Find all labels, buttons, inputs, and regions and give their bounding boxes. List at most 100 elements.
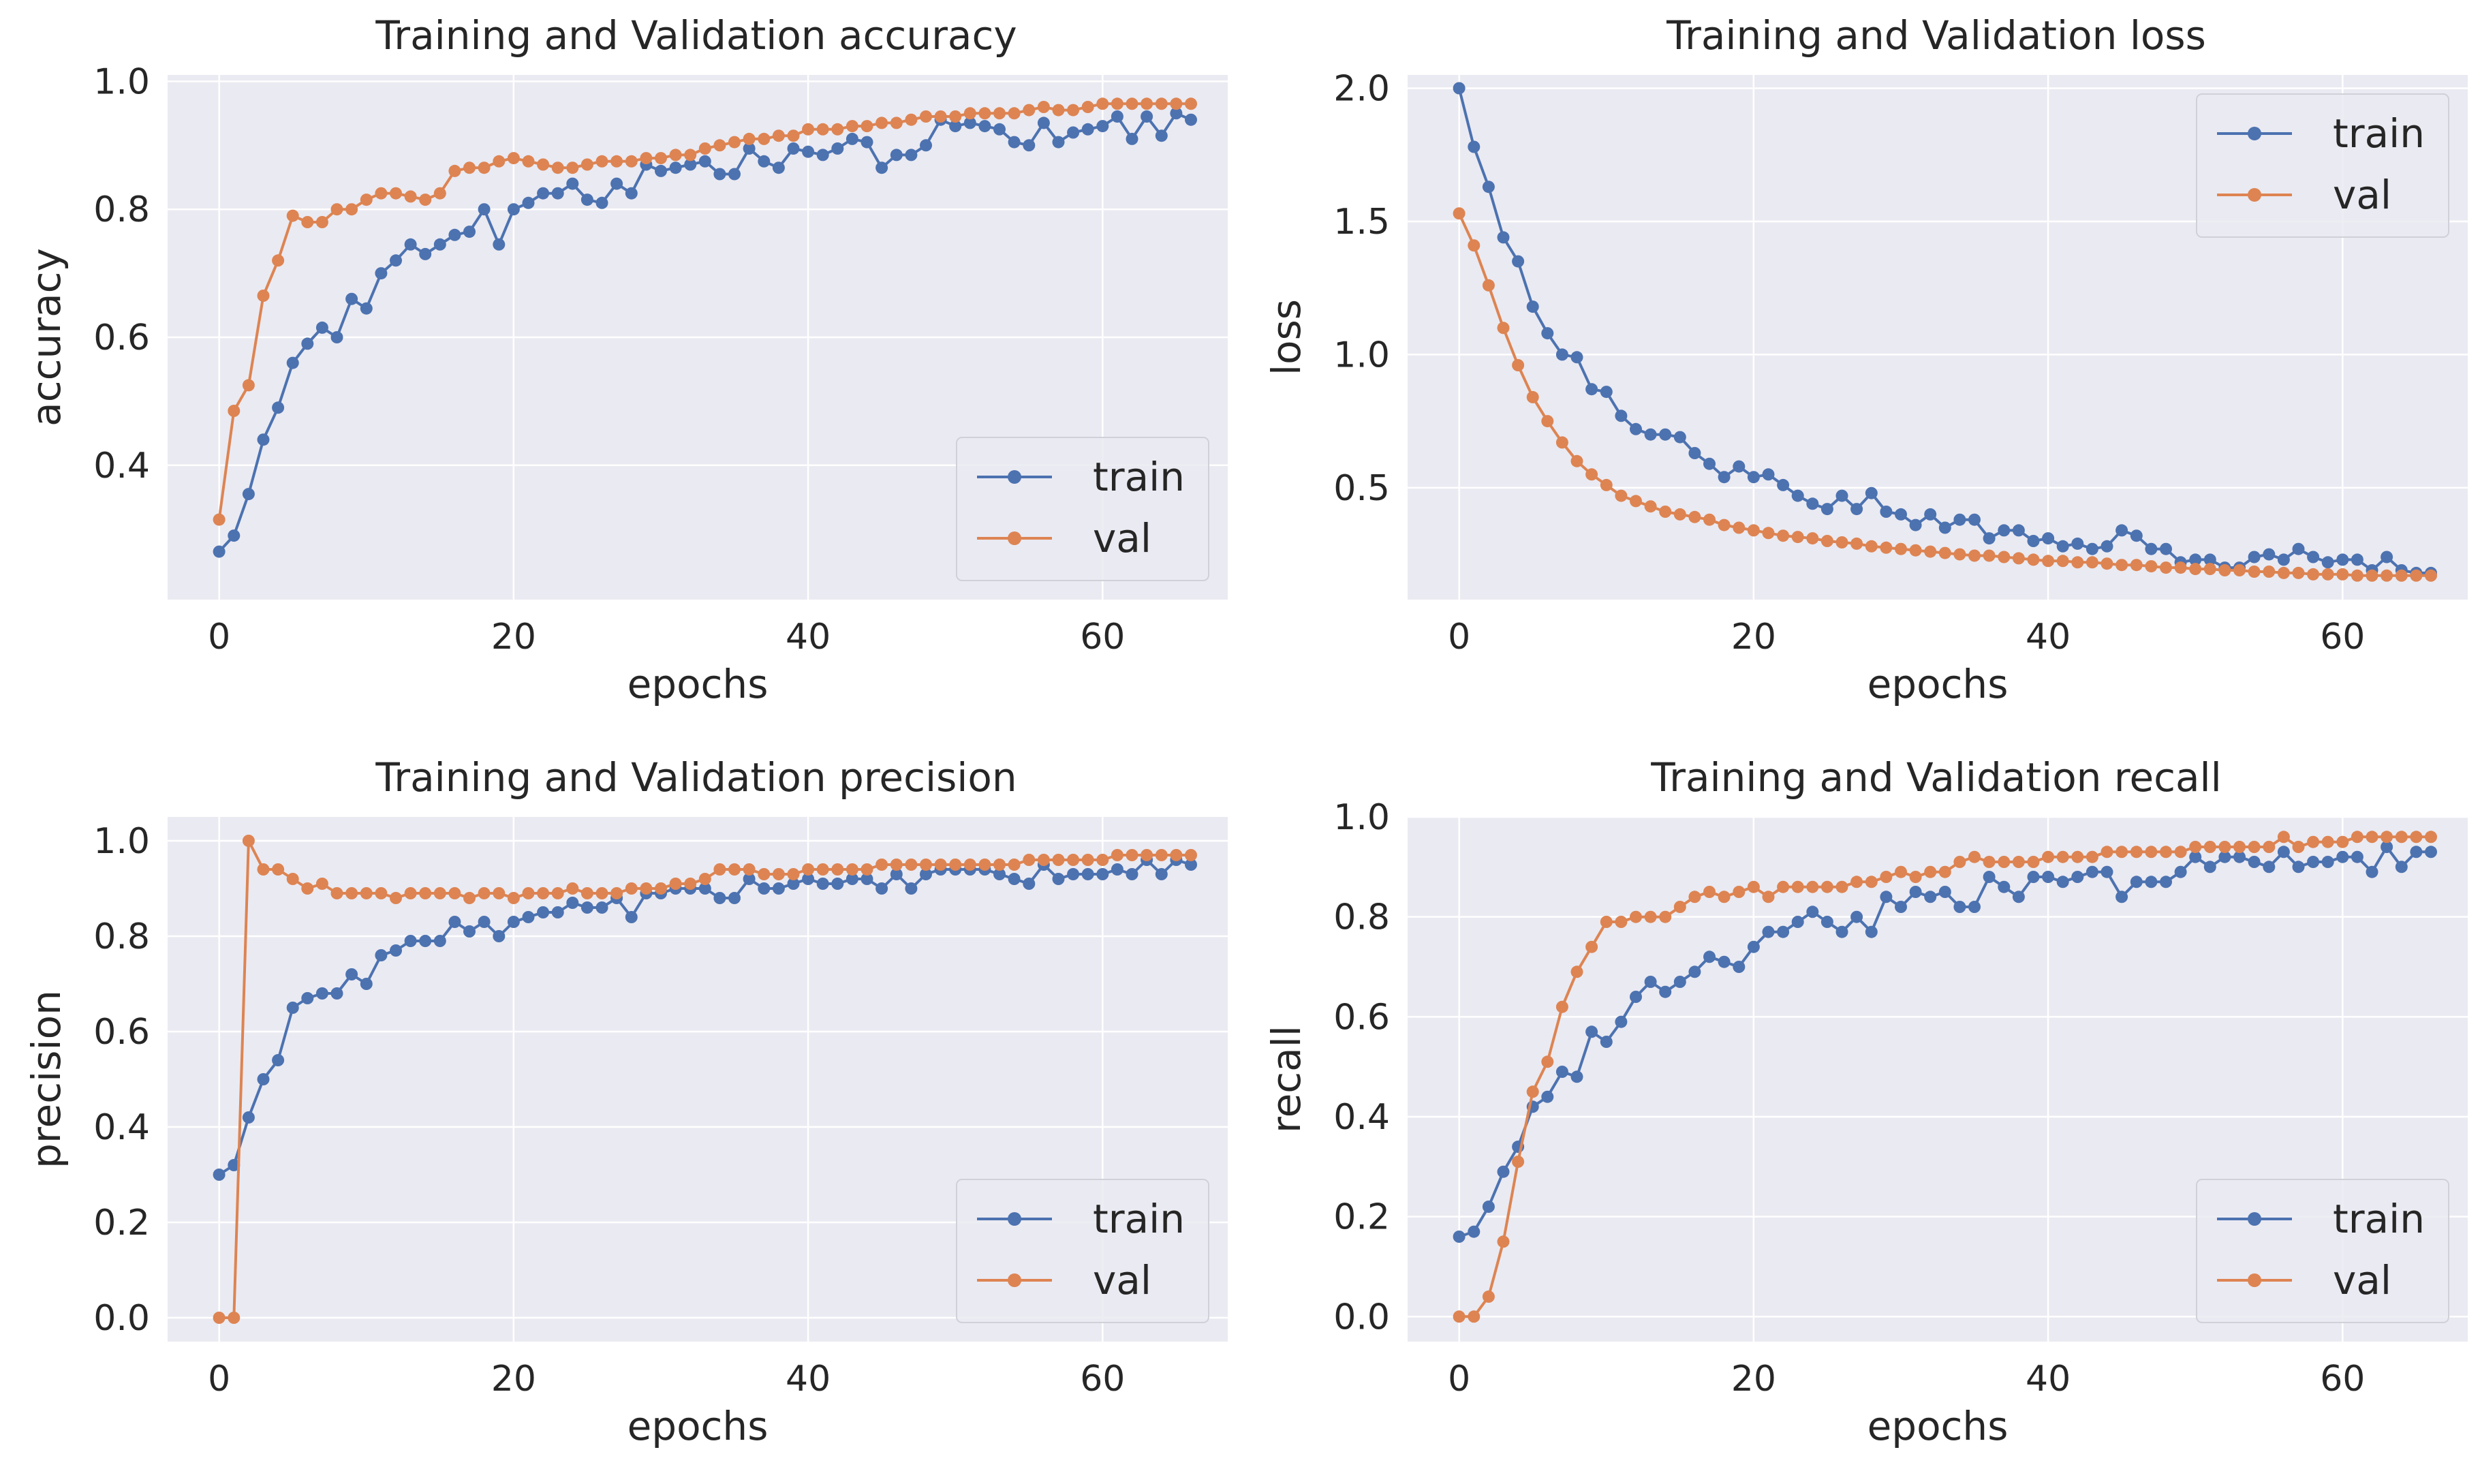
data-point-val bbox=[787, 868, 800, 880]
data-point-train bbox=[669, 161, 682, 174]
data-point-train bbox=[375, 267, 388, 280]
data-point-val bbox=[2101, 846, 2113, 859]
data-point-val bbox=[1777, 529, 1790, 542]
data-point-val bbox=[1096, 854, 1109, 866]
data-point-val bbox=[610, 155, 623, 168]
data-point-train bbox=[2042, 532, 2055, 545]
data-point-val bbox=[2277, 831, 2290, 844]
data-point-val bbox=[2012, 552, 2025, 565]
data-point-val bbox=[1585, 940, 1598, 953]
data-point-val bbox=[1806, 880, 1819, 893]
data-point-train bbox=[419, 935, 432, 947]
data-point-train bbox=[610, 177, 623, 190]
data-point-val bbox=[2351, 831, 2363, 844]
data-point-val bbox=[1155, 97, 1168, 110]
data-point-train bbox=[1052, 136, 1065, 149]
y-tick-label: 0.6 bbox=[93, 318, 150, 358]
legend-marker-val bbox=[2248, 188, 2261, 202]
data-point-val bbox=[463, 892, 476, 904]
data-point-val bbox=[1541, 1055, 1554, 1068]
data-point-train bbox=[1037, 117, 1050, 129]
legend: train val bbox=[956, 437, 1209, 581]
data-point-val bbox=[390, 892, 402, 904]
legend-label-val: val bbox=[2333, 1257, 2391, 1303]
data-point-val bbox=[1081, 854, 1094, 866]
data-point-train bbox=[2263, 548, 2276, 561]
data-point-train bbox=[2248, 856, 2261, 868]
data-point-val bbox=[1850, 537, 1863, 550]
data-point-train bbox=[2263, 861, 2276, 874]
data-point-train bbox=[522, 911, 535, 923]
data-point-train bbox=[493, 930, 506, 942]
data-point-train bbox=[802, 145, 815, 158]
data-point-val bbox=[2248, 566, 2261, 578]
data-point-val bbox=[2381, 569, 2393, 582]
data-point-train bbox=[360, 978, 373, 990]
y-tick-label: 0.8 bbox=[93, 189, 150, 230]
data-point-val bbox=[2395, 569, 2408, 582]
data-point-val bbox=[1865, 540, 1878, 553]
data-point-train bbox=[315, 987, 328, 1000]
data-point-train bbox=[1644, 976, 1657, 988]
data-point-train bbox=[2203, 553, 2216, 566]
data-point-val bbox=[2410, 569, 2423, 582]
data-point-val bbox=[272, 863, 285, 876]
data-point-val bbox=[1983, 856, 1996, 868]
y-tick-label: 0.0 bbox=[93, 1298, 150, 1339]
data-point-val bbox=[2381, 831, 2393, 844]
data-point-val bbox=[1008, 859, 1021, 871]
data-point-train bbox=[2410, 846, 2423, 859]
y-tick-label: 0.4 bbox=[93, 1107, 150, 1148]
data-point-train bbox=[1497, 1165, 1510, 1178]
data-point-train bbox=[772, 161, 785, 174]
data-point-val bbox=[2071, 556, 2084, 569]
data-point-train bbox=[655, 164, 667, 177]
data-point-train bbox=[1688, 965, 1701, 978]
x-axis-label: epochs bbox=[627, 661, 769, 707]
data-point-train bbox=[1703, 457, 1716, 470]
data-point-train bbox=[286, 1002, 299, 1014]
data-point-val bbox=[1998, 551, 2011, 563]
x-tick-label: 40 bbox=[786, 1359, 831, 1400]
data-point-val bbox=[2130, 559, 2143, 572]
data-point-train bbox=[507, 916, 520, 928]
data-point-val bbox=[595, 155, 608, 168]
data-point-val bbox=[580, 158, 593, 171]
data-point-val bbox=[1820, 535, 1833, 547]
data-point-train bbox=[595, 196, 608, 209]
data-point-val bbox=[301, 216, 314, 228]
data-point-val bbox=[1453, 1310, 1466, 1323]
data-point-train bbox=[2130, 876, 2143, 888]
data-point-val bbox=[978, 107, 991, 120]
data-point-train bbox=[1585, 383, 1598, 396]
data-point-val bbox=[2189, 841, 2202, 853]
data-point-train bbox=[920, 139, 932, 152]
data-point-val bbox=[1170, 97, 1183, 110]
data-point-val bbox=[1865, 876, 1878, 888]
data-point-train bbox=[1630, 422, 1642, 435]
data-point-train bbox=[272, 1054, 285, 1066]
data-point-val bbox=[2042, 555, 2055, 568]
data-point-val bbox=[537, 887, 550, 899]
data-point-val bbox=[2027, 553, 2040, 566]
data-point-train bbox=[1880, 891, 1893, 903]
data-point-val bbox=[1126, 97, 1138, 110]
data-point-val bbox=[1141, 97, 1153, 110]
data-point-val bbox=[978, 859, 991, 871]
y-tick-label: 2.0 bbox=[1333, 69, 1390, 110]
data-point-train bbox=[1126, 868, 1138, 880]
data-point-val bbox=[595, 887, 608, 899]
data-point-val bbox=[2307, 835, 2320, 848]
data-point-train bbox=[713, 892, 726, 904]
data-point-val bbox=[404, 887, 417, 899]
data-point-train bbox=[905, 882, 918, 895]
data-point-train bbox=[404, 935, 417, 947]
data-point-train bbox=[831, 142, 844, 155]
legend-marker-val bbox=[1008, 1273, 1021, 1287]
data-point-val bbox=[551, 161, 564, 174]
data-point-train bbox=[905, 149, 918, 161]
data-point-val bbox=[1615, 489, 1628, 502]
data-point-train bbox=[1850, 503, 1863, 516]
data-point-val bbox=[1615, 916, 1628, 928]
data-point-train bbox=[2248, 551, 2261, 563]
